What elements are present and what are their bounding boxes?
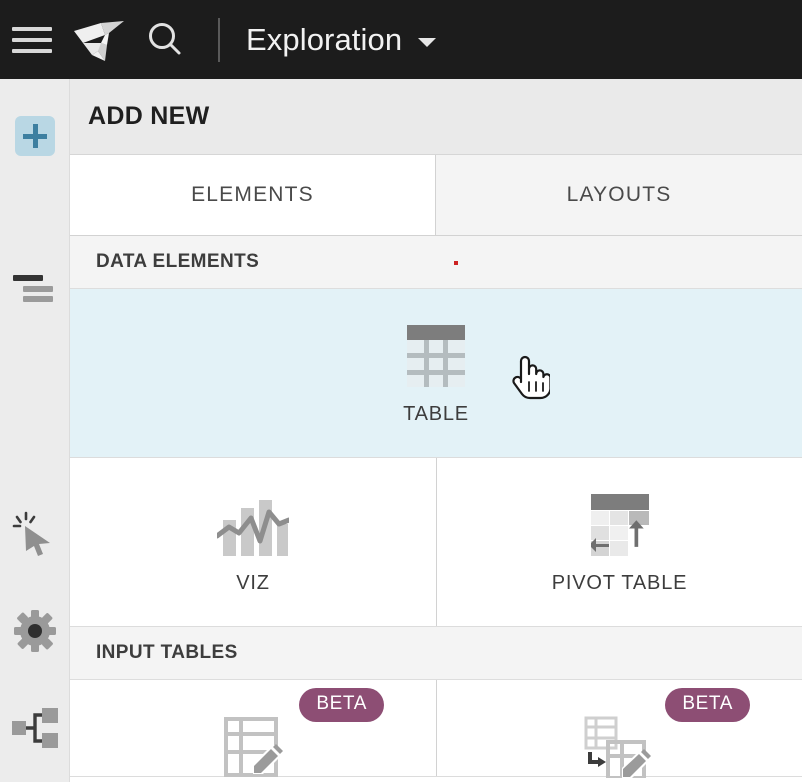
- plus-icon-vertical: [32, 124, 38, 148]
- card-pivot-table[interactable]: PIVOT TABLE: [436, 458, 802, 626]
- exploration-dropdown[interactable]: Exploration: [246, 21, 437, 58]
- panel-header: ADD NEW: [70, 79, 802, 155]
- list-line-2: [23, 286, 53, 292]
- sidebar-item-add-new[interactable]: [0, 116, 70, 156]
- card-derived-input-table[interactable]: BETA: [436, 680, 802, 778]
- status-badge: BETA: [665, 688, 750, 722]
- hamburger-line: [12, 26, 52, 31]
- card-input-table[interactable]: BETA: [70, 680, 436, 778]
- panel-title: ADD NEW: [88, 102, 210, 130]
- list-line-3: [23, 296, 53, 302]
- table-icon: [407, 321, 465, 387]
- status-badge: BETA: [299, 688, 384, 722]
- pointing-hand-cursor: [512, 355, 550, 400]
- card-row: VIZ PIV: [70, 458, 802, 627]
- sidebar-item-settings[interactable]: [0, 607, 70, 655]
- list-line-1: [13, 275, 43, 281]
- card-row: BETA: [70, 680, 802, 778]
- origami-bird-logo-icon[interactable]: [70, 14, 128, 66]
- card-viz[interactable]: VIZ: [70, 458, 436, 626]
- derived-input-table-edit-icon: [584, 716, 656, 778]
- click-cursor-icon[interactable]: [12, 510, 58, 556]
- card-label: PIVOT TABLE: [551, 571, 688, 594]
- search-icon[interactable]: [138, 16, 192, 64]
- page-title: Exploration: [246, 21, 403, 57]
- card-label: TABLE: [403, 402, 469, 425]
- add-new-panel: ADD NEW ELEMENTS LAYOUTS DATA ELEMENTS: [70, 79, 802, 782]
- hamburger-menu-icon[interactable]: [12, 26, 52, 53]
- panel-tabs: ELEMENTS LAYOUTS: [70, 155, 802, 236]
- gear-icon[interactable]: [13, 609, 57, 653]
- add-new-button[interactable]: [15, 116, 55, 156]
- section-title: INPUT TABLES: [96, 642, 238, 663]
- left-rail: [0, 79, 70, 782]
- sidebar-item-outline[interactable]: [0, 275, 70, 303]
- input-table-edit-icon: [223, 716, 283, 778]
- list-lines-icon[interactable]: [13, 275, 57, 303]
- tab-layouts[interactable]: LAYOUTS: [436, 155, 802, 235]
- card-table[interactable]: TABLE: [70, 289, 802, 457]
- sidebar-item-hierarchy[interactable]: [0, 704, 70, 752]
- section-marker-dot: [454, 261, 458, 265]
- pivot-table-icon: [590, 490, 649, 556]
- bar-line-chart-icon: [217, 490, 289, 556]
- toolbar-divider: [218, 17, 220, 62]
- section-header-input-tables: INPUT TABLES: [70, 627, 802, 680]
- card-row: TABLE: [70, 289, 802, 458]
- node-tree-icon[interactable]: [12, 708, 58, 748]
- section-header-data-elements: DATA ELEMENTS: [70, 236, 802, 289]
- section-title: DATA ELEMENTS: [96, 251, 260, 272]
- chevron-down-icon[interactable]: [418, 38, 437, 47]
- tab-elements[interactable]: ELEMENTS: [70, 155, 436, 235]
- hamburger-line: [12, 37, 52, 42]
- tab-elements-label: ELEMENTS: [191, 183, 314, 206]
- sidebar-item-interactions[interactable]: [0, 509, 70, 557]
- tab-layouts-label: LAYOUTS: [566, 183, 672, 206]
- top-bar: Exploration: [0, 0, 802, 79]
- hamburger-line: [12, 48, 52, 53]
- card-label: VIZ: [236, 571, 270, 594]
